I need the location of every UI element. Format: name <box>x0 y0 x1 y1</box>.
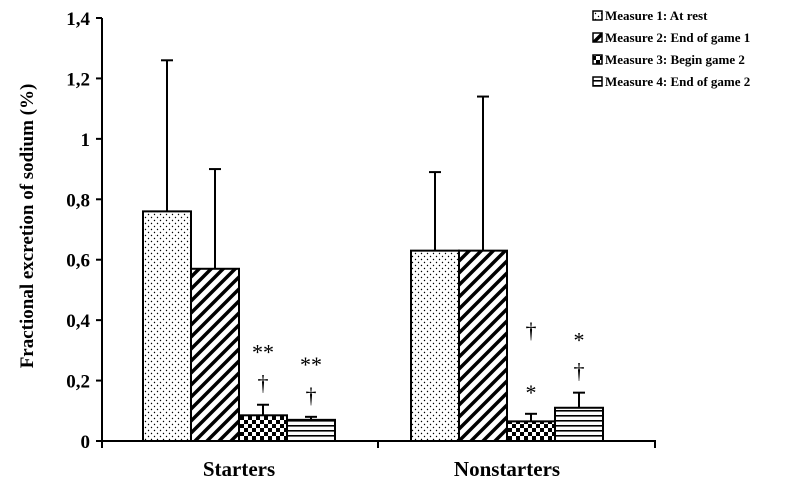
y-tick-label: 0,6 <box>66 251 90 272</box>
x-axis: Starters Nonstarters <box>101 440 656 481</box>
y-tick-label: 0,4 <box>66 311 90 332</box>
y-axis: 0 0,2 0,4 0,6 0,8 1 1,2 1,4 <box>66 9 103 453</box>
bar <box>506 420 556 443</box>
significance-marker: † <box>306 383 317 408</box>
error-bars <box>161 59 585 422</box>
bars <box>142 210 604 443</box>
y-tick-label: 1 <box>81 130 91 151</box>
bar <box>554 406 604 442</box>
bar <box>190 267 240 442</box>
legend-swatch <box>592 54 603 65</box>
significance-marker: * <box>574 328 585 353</box>
y-tick-label: 0,8 <box>66 190 90 211</box>
significance-marker: † <box>258 371 269 396</box>
x-category-label: Starters <box>203 457 275 481</box>
legend-swatch <box>592 76 603 87</box>
legend-swatch <box>592 10 603 21</box>
significance-markers: **†**††**† <box>252 318 585 408</box>
legend-label: Measure 3: Begin game 2 <box>605 52 745 67</box>
y-tick-label: 0 <box>81 432 91 453</box>
y-axis-title: Fractional excretion of sodium (%) <box>17 84 38 369</box>
legend-swatch <box>592 32 603 43</box>
bar <box>238 414 288 443</box>
significance-marker: ** <box>300 352 322 377</box>
significance-marker: ** <box>252 340 274 365</box>
bar <box>410 249 460 442</box>
legend-label: Measure 2: End of game 1 <box>605 30 750 45</box>
significance-marker: * <box>526 380 537 405</box>
legend: Measure 1: At rest Measure 2: End of game… <box>592 8 750 89</box>
y-tick-label: 1,2 <box>66 69 90 90</box>
x-category-label: Nonstarters <box>454 457 560 481</box>
y-tick-label: 1,4 <box>66 9 90 30</box>
y-tick-label: 0,2 <box>66 372 90 393</box>
bar <box>142 210 192 442</box>
legend-label: Measure 1: At rest <box>605 8 708 23</box>
significance-marker: † <box>574 359 585 384</box>
legend-label: Measure 4: End of game 2 <box>605 74 750 89</box>
bar <box>458 249 508 442</box>
significance-marker: † <box>526 318 537 343</box>
bar <box>286 418 336 443</box>
